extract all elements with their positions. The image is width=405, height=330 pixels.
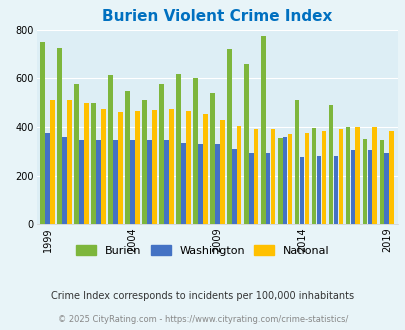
- Bar: [350, 150, 354, 224]
- Bar: [209, 93, 214, 224]
- Bar: [338, 129, 342, 224]
- Bar: [362, 139, 367, 224]
- Bar: [175, 74, 180, 224]
- Bar: [101, 109, 105, 224]
- Bar: [226, 49, 231, 224]
- Bar: [74, 84, 79, 224]
- Bar: [62, 137, 67, 224]
- Bar: [214, 144, 219, 224]
- Bar: [231, 149, 236, 224]
- Bar: [355, 127, 359, 224]
- Bar: [328, 105, 333, 224]
- Bar: [243, 64, 248, 224]
- Bar: [96, 141, 100, 224]
- Bar: [253, 129, 258, 224]
- Legend: Burien, Washington, National: Burien, Washington, National: [72, 241, 333, 260]
- Bar: [294, 100, 299, 224]
- Bar: [147, 140, 151, 224]
- Bar: [118, 113, 122, 224]
- Bar: [236, 126, 241, 224]
- Bar: [113, 140, 117, 224]
- Bar: [260, 36, 265, 224]
- Bar: [379, 141, 384, 224]
- Bar: [168, 109, 173, 224]
- Bar: [345, 127, 350, 224]
- Bar: [79, 140, 84, 224]
- Bar: [270, 129, 275, 224]
- Bar: [287, 134, 292, 224]
- Bar: [164, 141, 168, 224]
- Bar: [108, 75, 113, 224]
- Bar: [371, 127, 376, 224]
- Bar: [142, 100, 147, 224]
- Bar: [151, 110, 156, 224]
- Bar: [304, 133, 309, 224]
- Bar: [367, 150, 371, 224]
- Bar: [219, 120, 224, 224]
- Bar: [134, 111, 139, 224]
- Bar: [57, 48, 62, 224]
- Bar: [321, 131, 326, 224]
- Bar: [202, 114, 207, 224]
- Bar: [159, 84, 163, 224]
- Bar: [50, 100, 55, 224]
- Bar: [299, 157, 304, 224]
- Bar: [265, 152, 270, 224]
- Bar: [181, 143, 185, 224]
- Bar: [277, 138, 282, 224]
- Bar: [45, 133, 50, 224]
- Bar: [84, 103, 89, 224]
- Bar: [130, 141, 134, 224]
- Text: Crime Index corresponds to incidents per 100,000 inhabitants: Crime Index corresponds to incidents per…: [51, 291, 354, 301]
- Bar: [388, 131, 393, 224]
- Bar: [333, 156, 337, 224]
- Bar: [197, 144, 202, 224]
- Bar: [67, 100, 72, 224]
- Bar: [185, 111, 190, 224]
- Bar: [282, 137, 287, 224]
- Bar: [316, 156, 321, 224]
- Bar: [40, 42, 45, 224]
- Bar: [311, 128, 315, 224]
- Bar: [192, 79, 197, 224]
- Bar: [91, 103, 96, 224]
- Title: Burien Violent Crime Index: Burien Violent Crime Index: [102, 9, 332, 24]
- Bar: [248, 152, 253, 224]
- Bar: [125, 90, 130, 224]
- Bar: [384, 152, 388, 224]
- Text: © 2025 CityRating.com - https://www.cityrating.com/crime-statistics/: © 2025 CityRating.com - https://www.city…: [58, 315, 347, 324]
